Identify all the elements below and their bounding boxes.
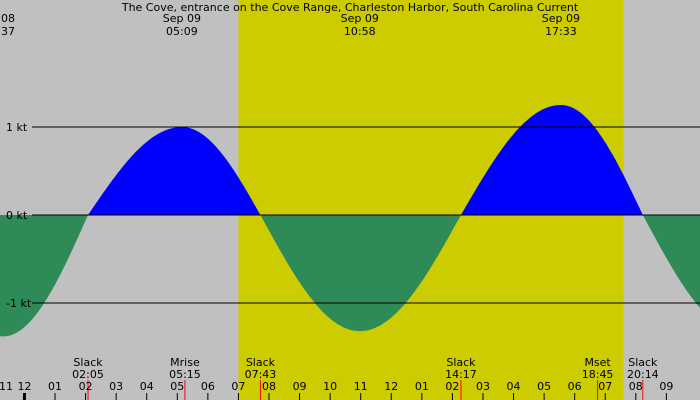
ebb-area (260, 215, 461, 332)
gridlines (32, 126, 700, 304)
x-tick-label: 12 (17, 380, 31, 393)
x-tick-label: 07 (598, 380, 612, 393)
ebb-area (0, 215, 88, 337)
x-tick-label: 12 (384, 380, 398, 393)
y-tick-label: 1 kt (6, 121, 28, 134)
event-name-label: Slack (628, 356, 658, 369)
x-tick-label: 04 (140, 380, 154, 393)
extreme-time-label: 05:09 (166, 25, 198, 38)
current-areas (0, 105, 700, 337)
x-tick-label: 08 (629, 380, 643, 393)
extreme-date-label: 08 (1, 12, 15, 25)
event-time-label: 02:05 (72, 368, 104, 381)
y-tick-label: 0 kt (6, 209, 28, 222)
chart-title: The Cove, entrance on the Cove Range, Ch… (121, 1, 579, 14)
event-name-label: Mrise (170, 356, 200, 369)
event-time-label: 07:43 (245, 368, 277, 381)
x-tick-label: 05 (170, 380, 184, 393)
x-axis: 11 12 01 02 03 04 05 06 07 08 09 10 11 12 01 02 03 04 05 06… (0, 380, 673, 400)
event-time-label: 14:17 (445, 368, 477, 381)
x-tick-label: 01 (415, 380, 429, 393)
x-tick-label: 02 (445, 380, 459, 393)
extreme-time-label: 37 (1, 25, 15, 38)
extreme-date-label: Sep 09 (542, 12, 580, 25)
x-tick-label: 03 (109, 380, 123, 393)
event-name-label: Slack (246, 356, 276, 369)
x-tick-label: 06 (201, 380, 215, 393)
y-axis-labels: 1 kt 0 kt -1 kt (6, 121, 32, 310)
event-time-label: 05:15 (169, 368, 201, 381)
x-tick-label: 03 (476, 380, 490, 393)
extreme-time-label: 10:58 (344, 25, 376, 38)
x-tick-label: 01 (48, 380, 62, 393)
event-name-label: Slack (446, 356, 476, 369)
x-tick-label: 05 (537, 380, 551, 393)
x-tick-label: 09 (659, 380, 673, 393)
x-tick-label: 07 (231, 380, 245, 393)
event-name-label: Mset (584, 356, 611, 369)
x-tick-label: 09 (293, 380, 307, 393)
event-labels: Slack02:05Mrise05:15Slack07:43Slack14:17… (72, 356, 659, 400)
flood-area (461, 105, 643, 215)
event-name-label: Slack (73, 356, 103, 369)
extreme-date-label: Sep 09 (163, 12, 201, 25)
x-tick-label: 11 (0, 380, 13, 393)
x-tick-label: 06 (568, 380, 582, 393)
x-tick-label: 02 (79, 380, 93, 393)
event-time-label: 20:14 (627, 368, 659, 381)
x-tick-label: 11 (354, 380, 368, 393)
x-tick-label: 10 (323, 380, 337, 393)
x-tick-label: 04 (507, 380, 521, 393)
event-time-label: 18:45 (582, 368, 614, 381)
flood-area (88, 127, 261, 215)
ebb-area (642, 215, 700, 308)
extreme-time-label: 17:33 (545, 25, 577, 38)
extreme-date-label: Sep 09 (341, 12, 379, 25)
y-tick-label: -1 kt (6, 297, 32, 310)
x-tick-label: 08 (262, 380, 276, 393)
